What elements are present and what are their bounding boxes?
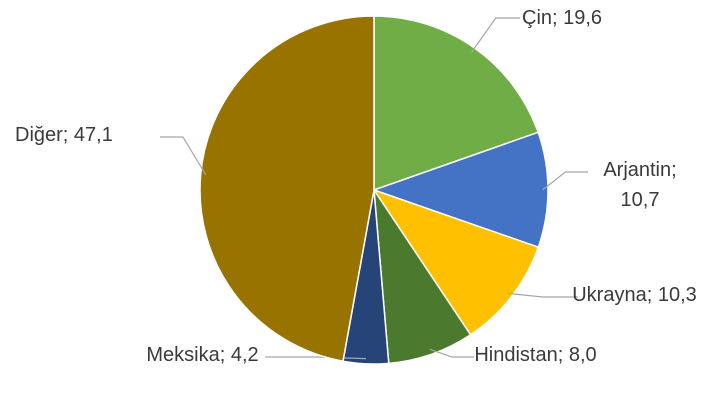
leader-line	[507, 292, 578, 298]
leader-line	[542, 171, 588, 191]
data-label: Ukrayna; 10,3	[572, 284, 697, 306]
leader-line	[160, 136, 207, 176]
pie-slice	[371, 131, 549, 249]
data-label: Diğer; 47,1	[15, 124, 113, 146]
data-label: Meksika; 4,2	[146, 344, 259, 366]
leader-line	[471, 17, 520, 53]
data-label: Arjantin; 10,7	[603, 159, 677, 211]
leader-line	[429, 348, 474, 358]
leader-line	[265, 356, 367, 360]
data-label: Çin; 19,6	[522, 7, 603, 29]
pie-slice	[199, 15, 375, 363]
data-label: Hindistan; 8,0	[474, 344, 597, 366]
pie-slice	[372, 188, 540, 336]
